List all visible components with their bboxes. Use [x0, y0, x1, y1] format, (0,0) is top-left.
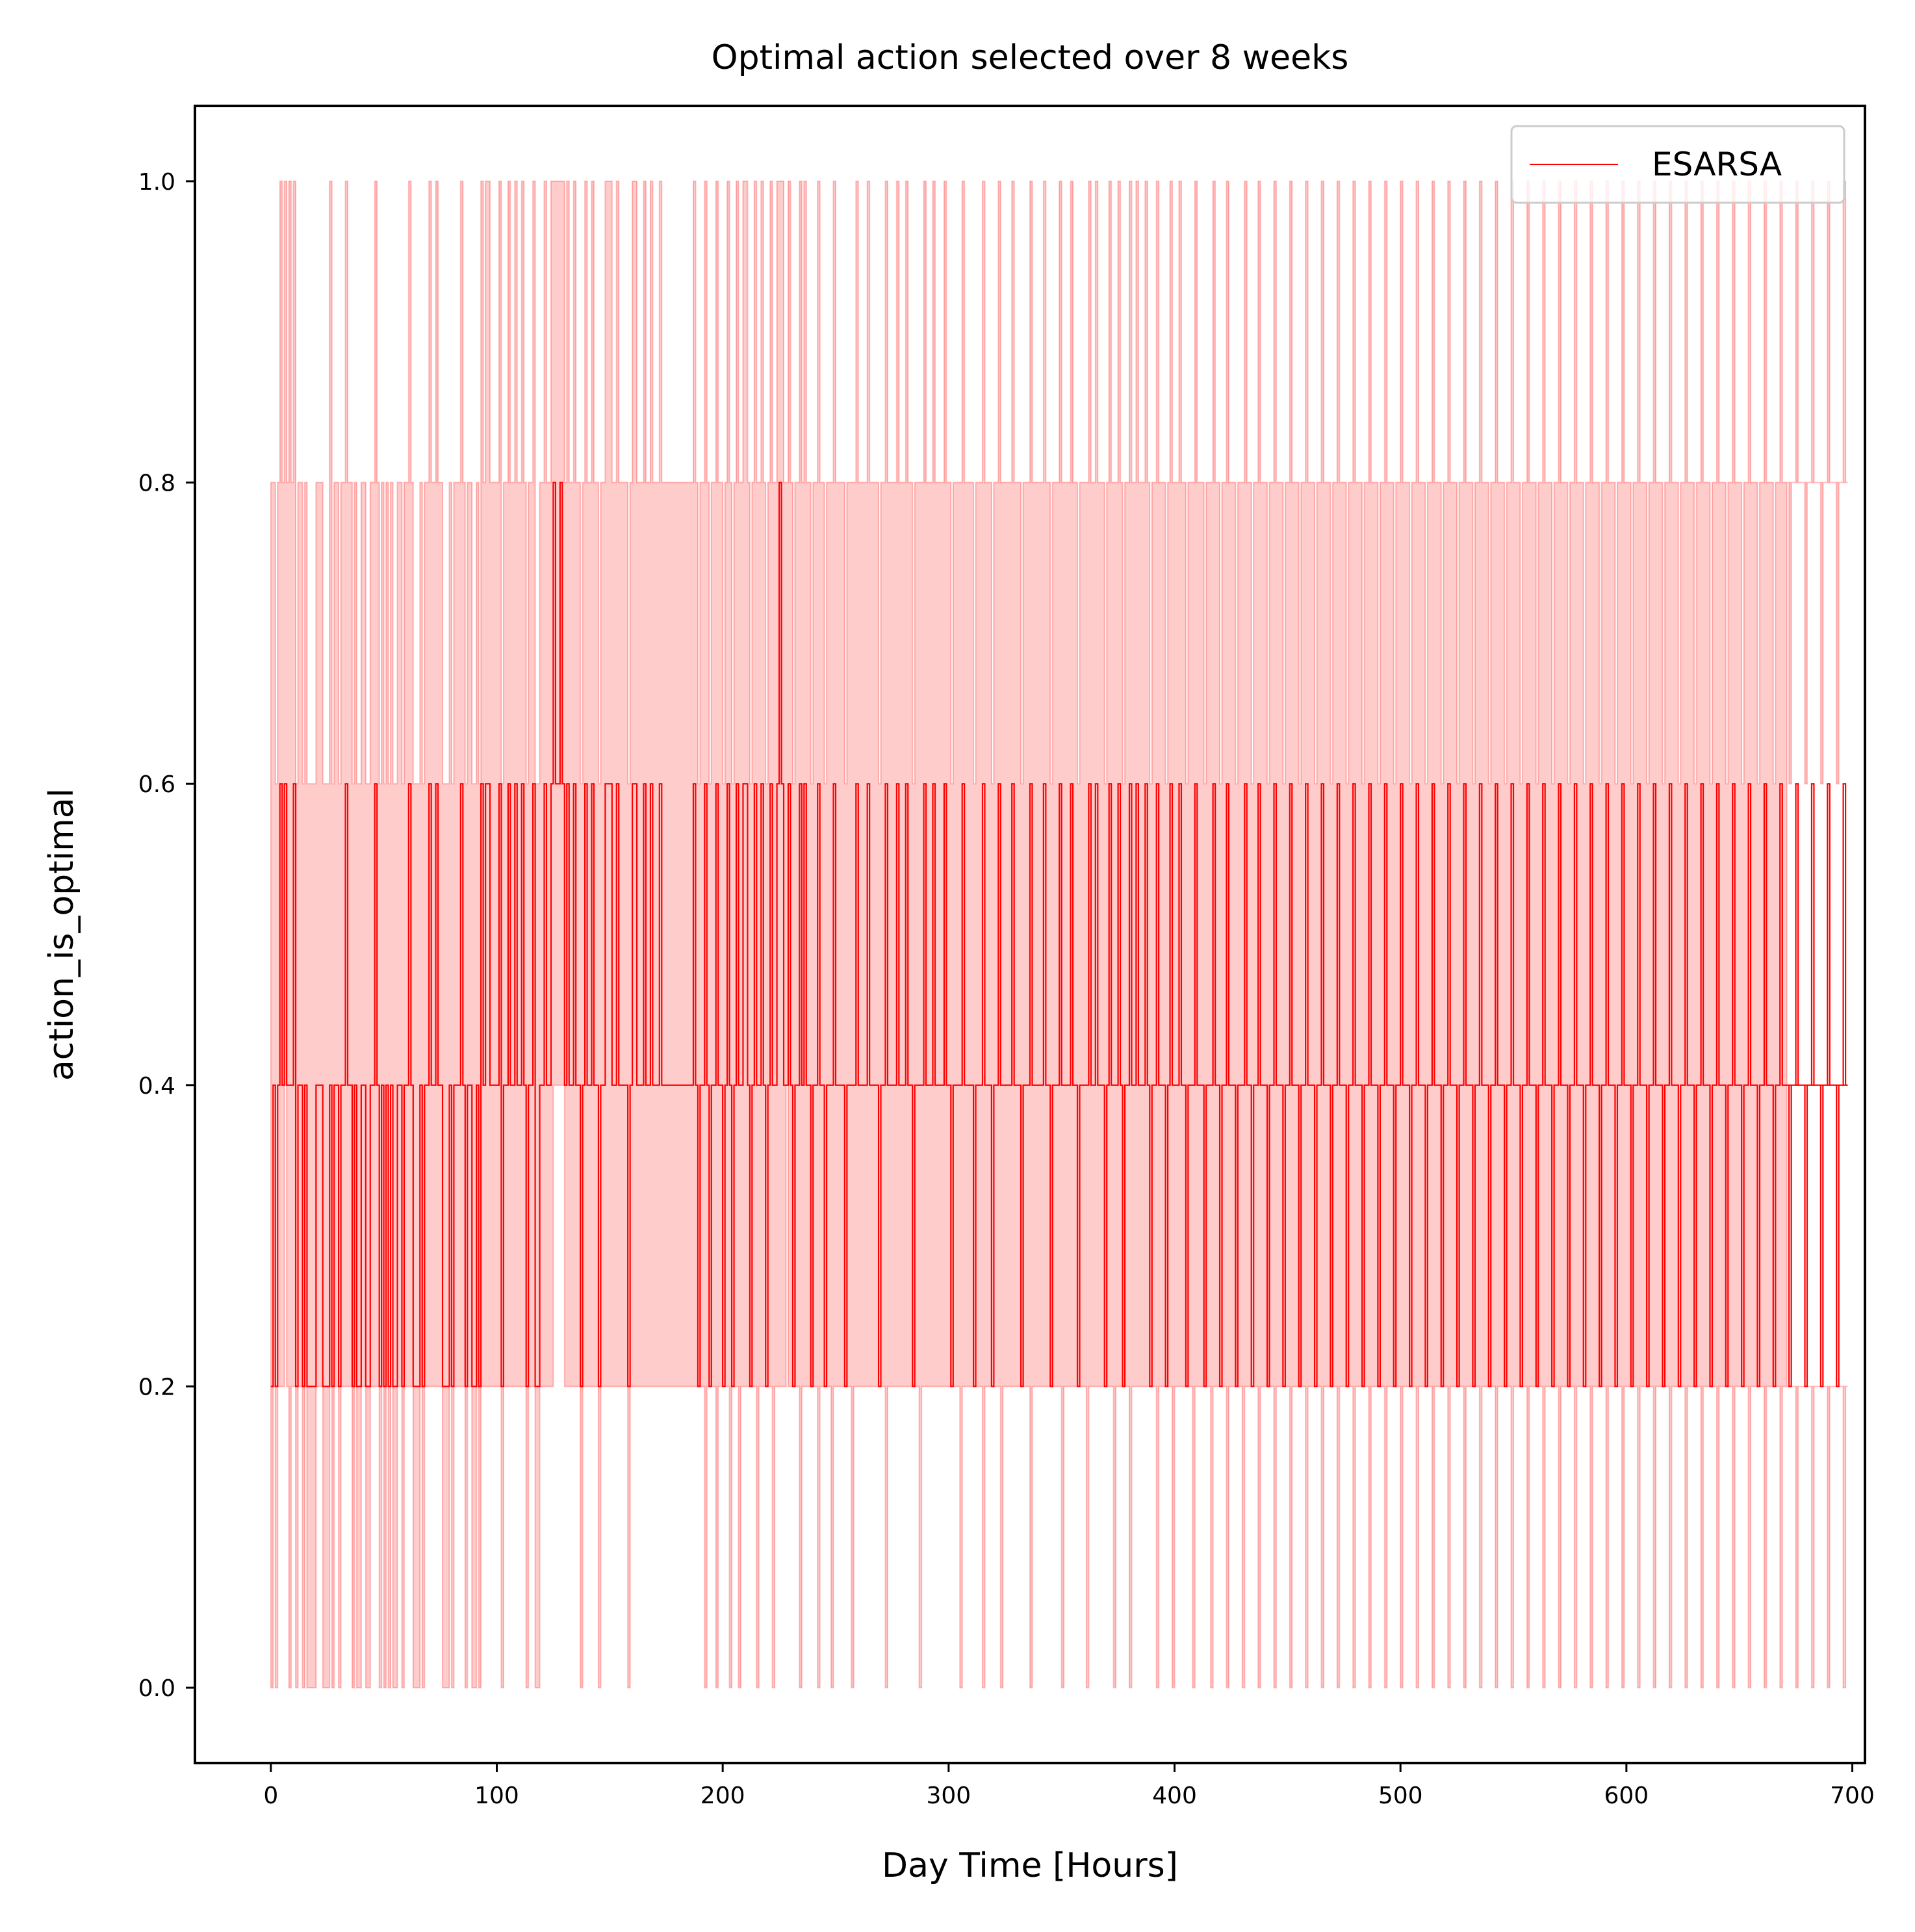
series-line-esarsa: [270, 482, 1848, 1387]
plot-area: [270, 180, 1848, 1689]
x-tick-label: 100: [474, 1783, 519, 1809]
y-tick-label: 1.0: [138, 169, 175, 196]
x-tick-label: 700: [1830, 1783, 1875, 1809]
x-tick-label: 400: [1152, 1783, 1197, 1809]
y-axis-label: action_is_optimal: [42, 788, 81, 1081]
chart-title: Optimal action selected over 8 weeks: [712, 38, 1349, 77]
x-tick-label: 300: [926, 1783, 971, 1809]
legend-box: [1510, 125, 1845, 204]
y-tick-label: 0.0: [138, 1675, 175, 1702]
x-axis: 0 100 200 300 400 500 600 700: [263, 1763, 1875, 1809]
y-tick-label: 0.8: [138, 470, 175, 497]
x-tick-label: 500: [1378, 1783, 1423, 1809]
plot-frame: [194, 105, 1866, 1764]
x-tick-label: 200: [700, 1783, 745, 1809]
legend: ESARSA: [1510, 125, 1845, 204]
x-tick-label: 0: [263, 1783, 278, 1809]
y-tick-label: 0.4: [138, 1073, 175, 1100]
y-tick-label: 0.6: [138, 771, 175, 798]
x-tick-label: 600: [1604, 1783, 1649, 1809]
legend-label-esarsa: ESARSA: [1652, 146, 1782, 183]
y-axis: 0.0 0.2 0.4 0.6 0.8 1.0: [138, 169, 195, 1702]
y-tick-label: 0.2: [138, 1374, 175, 1400]
x-axis-label: Day Time [Hours]: [882, 1846, 1178, 1885]
